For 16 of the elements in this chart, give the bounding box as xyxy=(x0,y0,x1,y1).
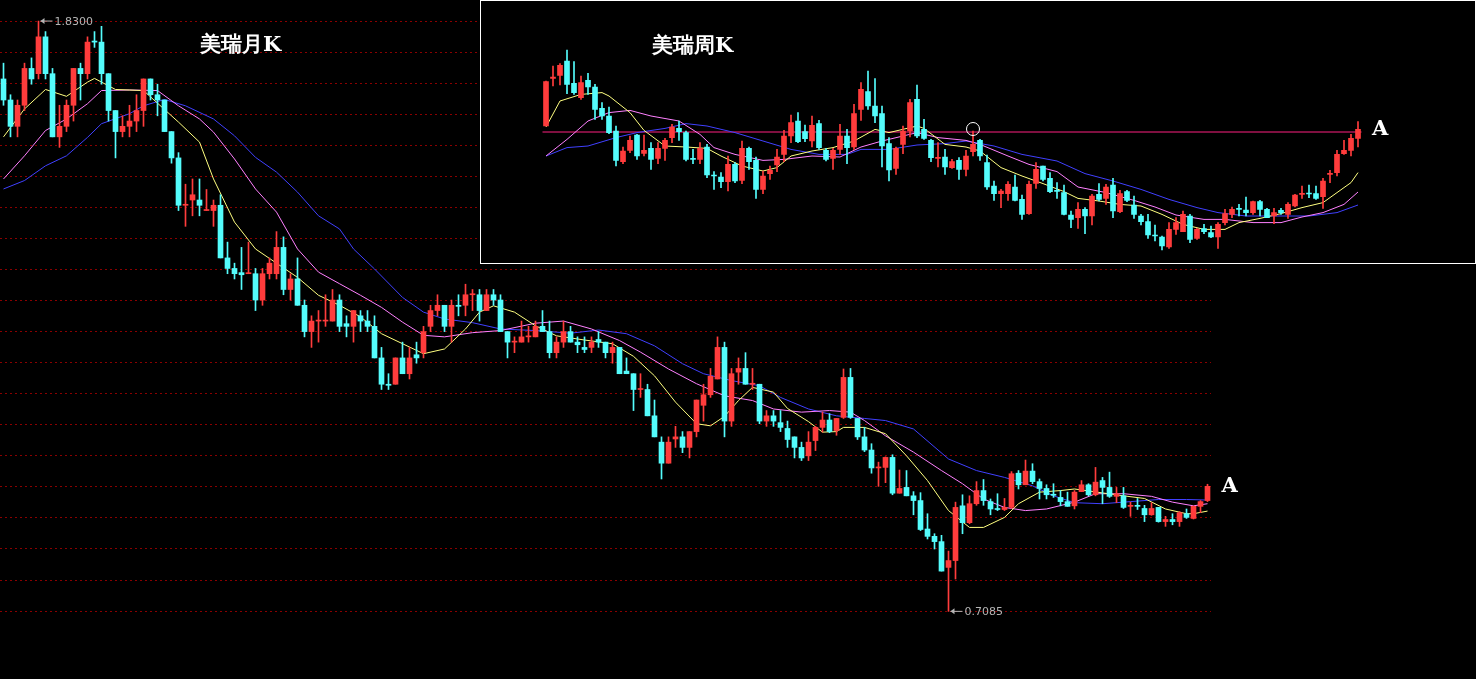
candlestick xyxy=(1082,207,1088,234)
chart-title: 美瑞周K xyxy=(652,31,734,59)
candlestick xyxy=(641,134,647,157)
candlestick xyxy=(550,65,556,87)
text: 美瑞月K xyxy=(200,30,282,58)
annotation: 1.8300 xyxy=(54,14,93,28)
text: A xyxy=(1220,471,1239,497)
candlestick xyxy=(1243,196,1249,217)
candlestick xyxy=(1271,208,1277,224)
candlestick xyxy=(1327,170,1333,183)
annotation: 0.7085 xyxy=(964,605,1003,619)
candlestick xyxy=(1236,204,1242,217)
text: A xyxy=(1371,114,1389,140)
candlestick xyxy=(935,142,941,168)
candlestick xyxy=(676,120,682,141)
candlestick xyxy=(1299,185,1305,199)
